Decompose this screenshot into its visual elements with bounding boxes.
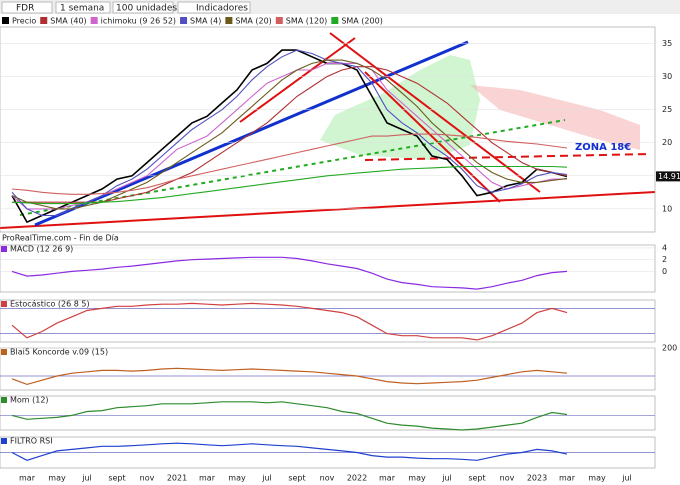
last-price: 14.91	[658, 172, 680, 181]
x-tick-label: 2021	[167, 474, 187, 483]
x-tick-label: nov	[140, 474, 155, 483]
legend-entry: SMA (20)	[235, 17, 271, 26]
pane-frame	[0, 244, 656, 293]
indicator-line	[11, 442, 568, 461]
legend-entry: SMA (40)	[50, 17, 86, 26]
indicator-line	[11, 367, 568, 386]
x-tick-label: jul	[81, 474, 92, 483]
pane-title-box	[1, 438, 7, 444]
y-tick-label: 35	[662, 39, 672, 48]
legend-swatch	[180, 17, 188, 24]
x-tick-label: may	[588, 474, 606, 483]
indicator-line	[11, 256, 568, 290]
legend-entry: SMA (200)	[341, 17, 383, 26]
units: 100 unidades	[116, 4, 177, 14]
x-tick-label: sept	[108, 474, 125, 483]
pane-title: Estocástico (26 8 5)	[10, 300, 90, 309]
period-box[interactable]	[55, 1, 111, 14]
legend-swatch	[225, 17, 233, 24]
pane-title: MACD (12 26 9)	[10, 245, 73, 254]
series-line	[11, 165, 568, 205]
y-tick-label: 2	[662, 255, 667, 264]
symbol: FDR	[16, 4, 34, 14]
pane-title: FILTRO RSI	[10, 437, 53, 446]
y-tick-label: 20	[662, 138, 672, 147]
x-tick-label: sept	[468, 474, 485, 483]
indicators: Indicadores	[196, 4, 248, 14]
indicator-line	[11, 302, 568, 341]
x-tick-label: nov	[320, 474, 335, 483]
indicators-box[interactable]	[177, 1, 251, 14]
cloud-green	[320, 55, 480, 160]
x-tick-label: 2022	[347, 474, 367, 483]
legend-swatch	[331, 17, 339, 24]
units-box[interactable]	[112, 1, 174, 14]
x-tick-label: mar	[559, 474, 576, 483]
legend-swatch	[2, 17, 9, 24]
y-tick-label: 10	[662, 204, 672, 213]
pane-title: Mom (12)	[10, 396, 49, 405]
x-tick-label: sept	[288, 474, 305, 483]
x-tick-label: nov	[500, 474, 515, 483]
legend-entry: SMA (120)	[286, 17, 328, 26]
legend-swatch	[40, 17, 48, 24]
series-line	[11, 59, 568, 210]
indicator-line	[11, 401, 568, 431]
pane-title-box	[1, 301, 7, 307]
resistance-line	[364, 153, 651, 161]
pane-frame	[0, 395, 656, 431]
y-tick-label: 200	[662, 344, 677, 353]
pane-title-box	[1, 246, 7, 252]
x-tick-label: may	[408, 474, 426, 483]
x-tick-label: jul	[261, 474, 272, 483]
x-tick-label: jul	[621, 474, 632, 483]
x-tick-label: 2023	[527, 474, 547, 483]
pane-title: Blai5 Koncorde v.09 (15)	[10, 348, 108, 357]
x-tick-label: mar	[379, 474, 396, 483]
symbol-box[interactable]	[1, 1, 53, 14]
cloud-red	[470, 85, 640, 150]
y-tick-label: 4	[662, 243, 667, 252]
pane-title-box	[1, 397, 7, 403]
legend-swatch	[275, 17, 283, 24]
y-tick-label: 0	[662, 267, 667, 276]
x-tick-label: may	[48, 474, 66, 483]
legend-swatch	[90, 17, 98, 24]
legend-entry: ichimoku (9 26 52)	[101, 17, 176, 26]
support-line	[0, 191, 656, 229]
legend-entry: Precio	[12, 17, 36, 26]
annotation: ZONA 18€	[575, 142, 631, 153]
x-tick-label: jul	[441, 474, 452, 483]
period: 1 semana	[60, 4, 104, 14]
pane-title-box	[1, 349, 7, 355]
channel-line	[329, 32, 541, 193]
series-line	[11, 49, 568, 224]
series-line	[11, 133, 568, 195]
x-tick-label: mar	[199, 474, 216, 483]
pane-frame	[0, 299, 656, 343]
pane-frame	[0, 26, 656, 233]
last-price-box	[656, 171, 680, 182]
channel-line	[364, 71, 501, 203]
y-tick-label: 25	[662, 105, 672, 114]
x-tick-label: may	[228, 474, 246, 483]
y-tick-label: 30	[662, 72, 672, 81]
legend-entry: SMA (4)	[190, 17, 221, 26]
source: ProRealTime.com - Fin de Día	[2, 234, 119, 243]
series-line	[11, 49, 568, 217]
x-tick-label: mar	[19, 474, 36, 483]
trend-line	[239, 37, 356, 123]
main-overlays	[0, 32, 656, 229]
